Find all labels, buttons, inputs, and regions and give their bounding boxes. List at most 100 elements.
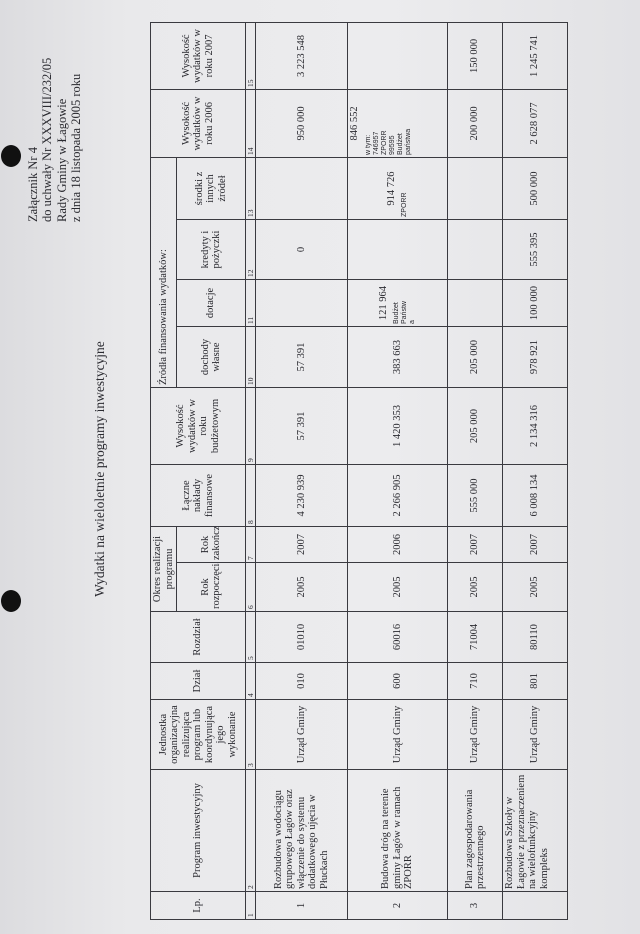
column-number: 8 <box>245 464 256 527</box>
table-cell: 2 134 316 <box>502 387 568 465</box>
table-cell <box>502 891 568 920</box>
col-header-okres: Okres realizacji programu <box>150 526 177 612</box>
cell-value: 2005 <box>469 576 481 598</box>
investment-table: Lp. Program inwestycyjny Jednostka organ… <box>150 22 568 920</box>
col-header-wys-2006: Wysokość wydatków w roku 2006 <box>150 89 246 158</box>
table-cell: 57 391 <box>255 326 348 388</box>
table-cell: 2 628 077 <box>502 89 568 158</box>
cell-value: 2006 <box>391 534 403 555</box>
table-cell <box>447 219 503 280</box>
cell-value: 2005 <box>529 576 541 598</box>
header-line: Załącznik Nr 4 <box>26 147 40 222</box>
punch-hole <box>1 590 21 612</box>
cell-value: 6 008 134 <box>529 474 541 517</box>
table-cell: 205 000 <box>447 326 503 388</box>
column-number: 6 <box>245 562 256 612</box>
table-cell: 0 <box>255 219 348 280</box>
cell-value: 555 000 <box>469 478 481 513</box>
table-cell: 3 <box>447 891 503 920</box>
cell-value: 1 245 741 <box>529 34 541 77</box>
column-number: 12 <box>245 219 256 280</box>
cell-value: 57 391 <box>295 411 307 441</box>
table-cell: Budowa dróg na terenie gminy Łagów w ram… <box>347 769 448 892</box>
cell-note: ZPORR <box>401 192 409 218</box>
table-body: 1 2 3 4 5 6 7 8 9 10 11 12 13 14 15 1 Rozbudowa wodociąg… <box>245 22 568 920</box>
table-cell: 600 <box>347 662 448 700</box>
table-cell: 1 420 353 <box>347 387 448 465</box>
cell-value: 80110 <box>529 624 541 650</box>
column-number: 15 <box>245 22 256 90</box>
table-cell: 950 000 <box>255 89 348 158</box>
cell-value: 2007 <box>469 534 481 555</box>
document-title: Wydatki na wieloletnie programy inwestyc… <box>92 341 107 597</box>
header-line: do uchwały Nr XXXVIII/232/05 <box>40 57 55 222</box>
table-cell <box>347 219 448 280</box>
cell-value: Rozbudowa Szkoły w Łagowie z przeznaczen… <box>504 774 550 889</box>
table-cell: 01010 <box>255 611 348 663</box>
cell-value: Urząd Gminy <box>469 705 481 764</box>
table-cell: 555 395 <box>502 219 568 280</box>
table-cell: 2007 <box>447 526 503 563</box>
table-cell: 3 223 548 <box>255 22 348 90</box>
resolution-header: Załącznik Nr 4 do uchwały Nr XXXVIII/232… <box>26 58 83 222</box>
col-header-lp: Lp. <box>150 891 246 920</box>
table-cell: 2005 <box>347 562 448 612</box>
col-header-laczne: Łączne nakłady finansowe <box>150 464 246 527</box>
table-cell: 1 <box>255 891 348 920</box>
table-cell: 121 964 Budżet Państw a <box>347 279 448 327</box>
cell-value: 3 223 548 <box>295 34 307 77</box>
col-header-zrodla: Źródła finansowania wydatków: <box>150 157 177 388</box>
table-cell: 978 921 <box>502 326 568 388</box>
punch-hole <box>1 145 21 167</box>
table-cell: 2006 <box>347 526 448 563</box>
cell-value: 1 <box>295 902 307 909</box>
table-cell: Urząd Gminy <box>447 699 503 770</box>
cell-value: 2 266 905 <box>391 474 403 517</box>
cell-value: 200 000 <box>469 106 481 141</box>
cell-value: Urząd Gminy <box>295 705 307 764</box>
header-line: Rady Gminy w Łagowie <box>54 98 69 222</box>
table-cell: 383 663 <box>347 326 448 388</box>
table-cell: 846 552 w tym: 746957 ZPORR 99595 Budżet … <box>347 89 448 158</box>
col-header-wys-budzet: Wysokość wydatków w roku budżetowym <box>150 387 246 465</box>
header-line: z dnia 18 listopada 2005 roku <box>68 73 83 222</box>
cell-value: 710 <box>469 673 481 689</box>
cell-value: 121 964 <box>377 285 389 321</box>
table-cell: Plan zagospodarowania przestrzennego <box>447 769 503 892</box>
table-cell: Rozbudowa Szkoły w Łagowie z przeznaczen… <box>502 769 568 892</box>
cell-value: 978 921 <box>529 339 541 375</box>
col-header-dochody: dochody własne <box>176 326 246 388</box>
col-header-rok-zak: Rok zakończenia <box>176 526 246 563</box>
table-cell: 2 266 905 <box>347 464 448 527</box>
column-number: 4 <box>245 662 256 700</box>
cell-value: Rozbudowa wodociągu grupowego Łagów oraz… <box>272 789 330 889</box>
table-cell: Urząd Gminy <box>255 699 348 770</box>
cell-value: 3 <box>469 902 481 909</box>
cell-value: 100 000 <box>529 285 541 321</box>
column-number: 3 <box>245 699 256 770</box>
cell-value: 600 <box>391 673 403 689</box>
cell-note: Budżet Państw a <box>393 301 417 324</box>
table-cell: 914 726 ZPORR <box>347 157 448 220</box>
cell-value: 2 <box>391 902 403 909</box>
table-cell <box>447 157 503 220</box>
col-header-jednostka: Jednostka organizacyjna realizująca prog… <box>150 699 246 770</box>
column-number: 5 <box>245 611 256 663</box>
cell-value: Urząd Gminy <box>529 705 541 764</box>
col-header-srodki: środki z innych źródeł <box>176 157 246 220</box>
table-cell: 010 <box>255 662 348 700</box>
cell-value: 2007 <box>295 534 307 555</box>
col-header-rok-rozp: Rok rozpoczęcia <box>176 562 246 612</box>
cell-value: 4 230 939 <box>295 474 307 517</box>
table-cell: 2005 <box>255 562 348 612</box>
table-cell <box>447 279 503 327</box>
column-number: 14 <box>245 89 256 158</box>
column-number: 2 <box>245 769 256 892</box>
cell-value: 555 395 <box>529 232 541 267</box>
table-cell: 2005 <box>447 562 503 612</box>
table-cell: 2007 <box>255 526 348 563</box>
table-cell: Rozbudowa wodociągu grupowego Łagów oraz… <box>255 769 348 892</box>
table-row: Rozbudowa Szkoły w Łagowie z przeznaczen… <box>502 22 568 920</box>
cell-value: 010 <box>295 673 307 689</box>
